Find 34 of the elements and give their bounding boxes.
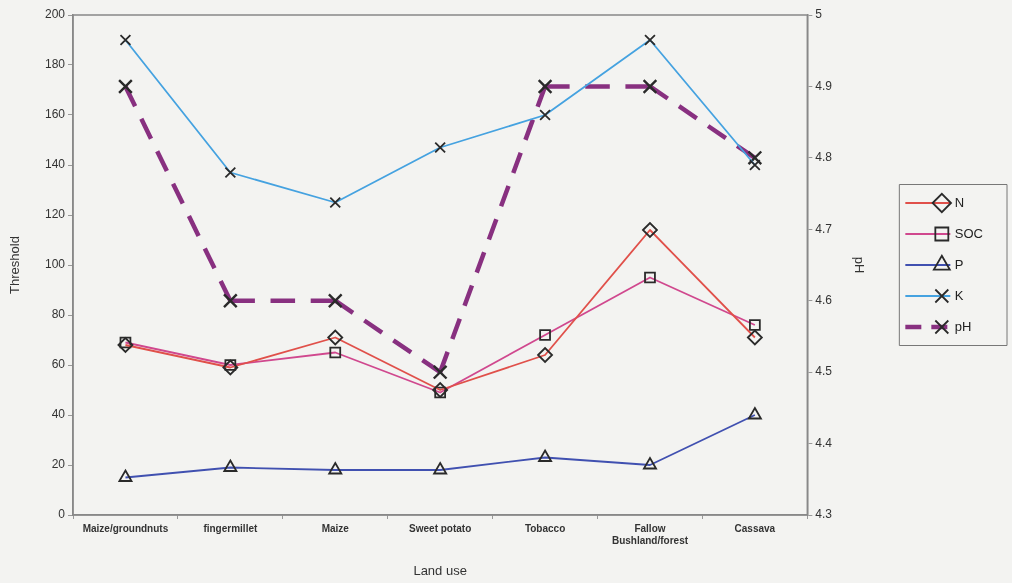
- y-tick-label: 20: [51, 457, 66, 472]
- y2-tick-label: 4.6: [815, 293, 833, 308]
- y-tick-label: 0: [58, 507, 66, 522]
- y-tick-label: 200: [44, 7, 66, 22]
- y2-axis-title: pH: [851, 256, 867, 274]
- y2-tick-label: 4.8: [815, 150, 833, 165]
- y2-tick-label: 4.5: [815, 364, 833, 379]
- y2-tick-label: 4.9: [815, 78, 833, 93]
- y-tick-label: 160: [44, 107, 66, 122]
- y2-tick-label: 4.7: [815, 221, 833, 236]
- y-tick-label: 40: [51, 407, 66, 422]
- x-tick-label: Fallow Bushland/forest: [611, 522, 689, 546]
- x-tick-label: Tobacco: [524, 522, 566, 534]
- y2-tick-label: 5: [815, 7, 823, 22]
- y-tick-label: 180: [44, 57, 66, 72]
- y-tick-label: 80: [51, 307, 66, 322]
- x-tick-label: fingermillet: [203, 522, 258, 534]
- y2-tick-label: 4.4: [815, 435, 833, 450]
- legend-label: P: [954, 256, 964, 272]
- x-tick-label: Sweet potato: [409, 522, 472, 534]
- y-tick-label: 120: [44, 207, 66, 222]
- x-tick-label: Maize/groundnuts: [82, 522, 169, 534]
- legend-label: N: [954, 194, 965, 210]
- x-tick-label: Maize: [321, 522, 350, 534]
- legend-label: K: [954, 287, 964, 303]
- x-tick-label: Cassava: [734, 522, 776, 534]
- x-axis-title: Land use: [413, 562, 467, 578]
- legend-label: SOC: [954, 225, 983, 241]
- y-tick-label: 100: [44, 257, 66, 272]
- y2-tick-label: 4.3: [815, 507, 833, 522]
- y-tick-label: 60: [51, 357, 66, 372]
- y-axis-title: Threshold: [7, 236, 23, 294]
- legend-label: pH: [954, 318, 972, 334]
- y-tick-label: 140: [44, 157, 66, 172]
